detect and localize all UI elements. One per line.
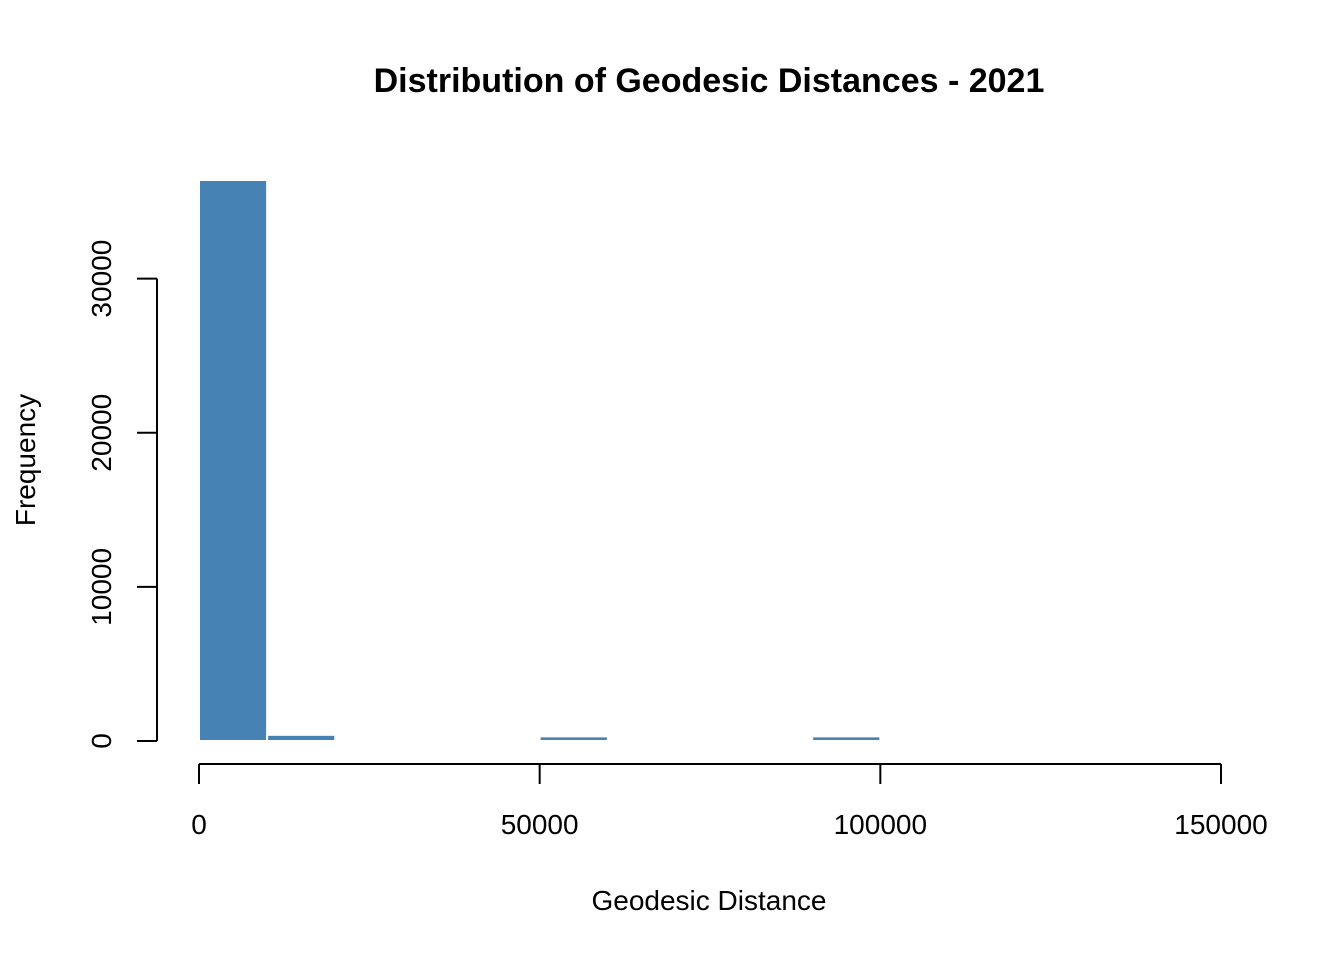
x-tick-label: 50000 bbox=[501, 809, 579, 840]
y-tick-label: 20000 bbox=[86, 394, 117, 472]
y-axis-label: Frequency bbox=[10, 394, 41, 526]
histogram-bar bbox=[811, 735, 882, 743]
x-axis-label: Geodesic Distance bbox=[591, 885, 826, 916]
x-tick-label: 0 bbox=[191, 809, 207, 840]
histogram-bar bbox=[538, 735, 609, 743]
y-tick-label: 0 bbox=[86, 733, 117, 749]
bars-group bbox=[198, 179, 882, 743]
x-axis: 0 50000 100000 150000 bbox=[191, 763, 1268, 840]
histogram-bar bbox=[198, 179, 269, 742]
x-tick-label: 100000 bbox=[834, 809, 927, 840]
chart-title: Distribution of Geodesic Distances - 202… bbox=[374, 62, 1045, 100]
y-tick-label: 30000 bbox=[86, 240, 117, 318]
y-axis: 0 10000 20000 30000 bbox=[86, 240, 158, 749]
histogram-bar bbox=[266, 733, 337, 742]
x-tick-label: 150000 bbox=[1174, 809, 1267, 840]
y-tick-label: 10000 bbox=[86, 548, 117, 626]
